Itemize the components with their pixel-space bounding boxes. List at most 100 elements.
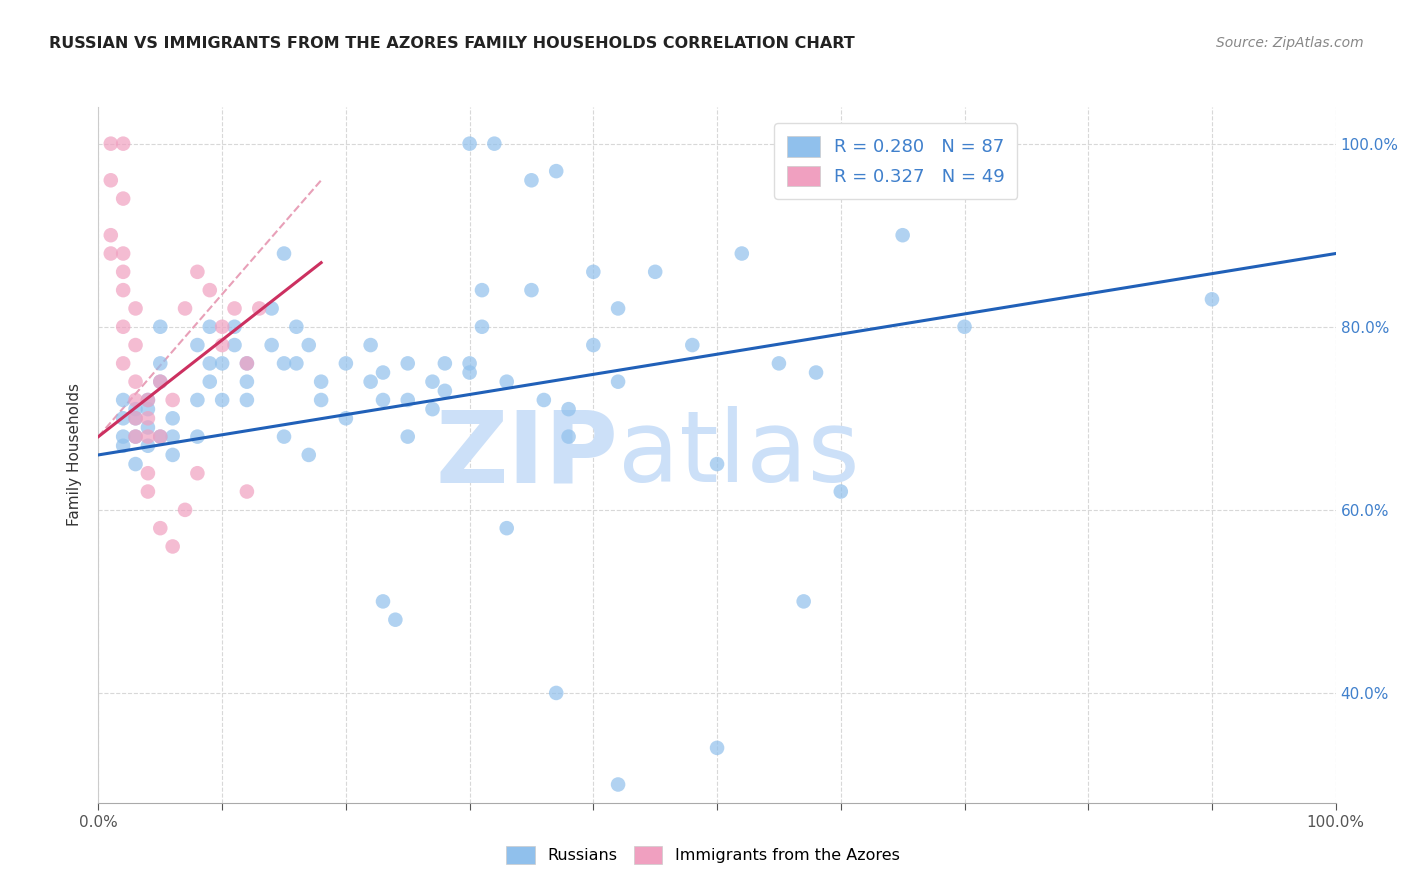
Point bbox=[768, 356, 790, 370]
Point bbox=[247, 301, 270, 316]
Point bbox=[124, 411, 146, 425]
Point bbox=[162, 411, 184, 425]
Point bbox=[557, 402, 579, 417]
Point bbox=[124, 338, 146, 352]
Point bbox=[384, 613, 406, 627]
Point bbox=[495, 375, 517, 389]
Point bbox=[112, 356, 135, 370]
Point bbox=[124, 429, 146, 443]
Point bbox=[520, 173, 543, 187]
Point bbox=[309, 392, 332, 407]
Point bbox=[273, 356, 295, 370]
Point bbox=[644, 265, 666, 279]
Point bbox=[224, 301, 246, 316]
Point bbox=[273, 246, 295, 260]
Point bbox=[458, 356, 481, 370]
Point bbox=[174, 503, 197, 517]
Text: ZIP: ZIP bbox=[436, 407, 619, 503]
Point bbox=[371, 594, 394, 608]
Point bbox=[236, 375, 259, 389]
Point bbox=[198, 319, 221, 334]
Point bbox=[186, 265, 208, 279]
Point bbox=[124, 392, 146, 407]
Point bbox=[607, 777, 630, 791]
Point bbox=[149, 319, 172, 334]
Point bbox=[149, 375, 172, 389]
Point bbox=[112, 319, 135, 334]
Point bbox=[224, 338, 246, 352]
Point bbox=[433, 356, 456, 370]
Point bbox=[136, 411, 159, 425]
Point bbox=[186, 429, 208, 443]
Point bbox=[149, 375, 172, 389]
Point bbox=[396, 356, 419, 370]
Point bbox=[706, 740, 728, 755]
Point bbox=[422, 402, 444, 417]
Point bbox=[211, 319, 233, 334]
Point bbox=[309, 375, 332, 389]
Point bbox=[520, 283, 543, 297]
Point bbox=[224, 319, 246, 334]
Point bbox=[793, 594, 815, 608]
Point bbox=[260, 338, 283, 352]
Point bbox=[198, 375, 221, 389]
Point bbox=[136, 439, 159, 453]
Point bbox=[211, 392, 233, 407]
Point bbox=[273, 429, 295, 443]
Point bbox=[396, 429, 419, 443]
Point bbox=[149, 521, 172, 535]
Point bbox=[335, 411, 357, 425]
Point bbox=[124, 429, 146, 443]
Point bbox=[112, 283, 135, 297]
Point bbox=[112, 439, 135, 453]
Point bbox=[360, 338, 382, 352]
Point bbox=[546, 686, 568, 700]
Point bbox=[371, 392, 394, 407]
Point bbox=[149, 429, 172, 443]
Point bbox=[149, 429, 172, 443]
Point bbox=[124, 457, 146, 471]
Point bbox=[174, 301, 197, 316]
Point bbox=[360, 375, 382, 389]
Point bbox=[495, 521, 517, 535]
Text: Source: ZipAtlas.com: Source: ZipAtlas.com bbox=[1216, 36, 1364, 50]
Point bbox=[433, 384, 456, 398]
Point bbox=[484, 136, 506, 151]
Point bbox=[112, 246, 135, 260]
Point bbox=[149, 356, 172, 370]
Legend: Russians, Immigrants from the Azores: Russians, Immigrants from the Azores bbox=[499, 839, 907, 871]
Point bbox=[298, 448, 321, 462]
Point bbox=[112, 429, 135, 443]
Y-axis label: Family Households: Family Households bbox=[67, 384, 83, 526]
Point bbox=[136, 467, 159, 481]
Point bbox=[198, 283, 221, 297]
Point bbox=[124, 402, 146, 417]
Point bbox=[112, 411, 135, 425]
Point bbox=[582, 338, 605, 352]
Point bbox=[582, 265, 605, 279]
Point bbox=[100, 228, 122, 243]
Point bbox=[112, 392, 135, 407]
Point bbox=[236, 356, 259, 370]
Point bbox=[236, 484, 259, 499]
Point bbox=[471, 319, 494, 334]
Point bbox=[471, 283, 494, 297]
Point bbox=[458, 136, 481, 151]
Point bbox=[422, 375, 444, 389]
Point bbox=[136, 420, 159, 434]
Point bbox=[112, 265, 135, 279]
Point bbox=[112, 192, 135, 206]
Point bbox=[136, 402, 159, 417]
Point bbox=[112, 136, 135, 151]
Point bbox=[396, 392, 419, 407]
Point bbox=[285, 319, 308, 334]
Point bbox=[891, 228, 914, 243]
Point bbox=[162, 540, 184, 554]
Point bbox=[731, 246, 754, 260]
Point bbox=[830, 484, 852, 499]
Point bbox=[124, 301, 146, 316]
Legend: R = 0.280   N = 87, R = 0.327   N = 49: R = 0.280 N = 87, R = 0.327 N = 49 bbox=[775, 123, 1018, 199]
Point bbox=[100, 246, 122, 260]
Point bbox=[371, 366, 394, 380]
Point bbox=[533, 392, 555, 407]
